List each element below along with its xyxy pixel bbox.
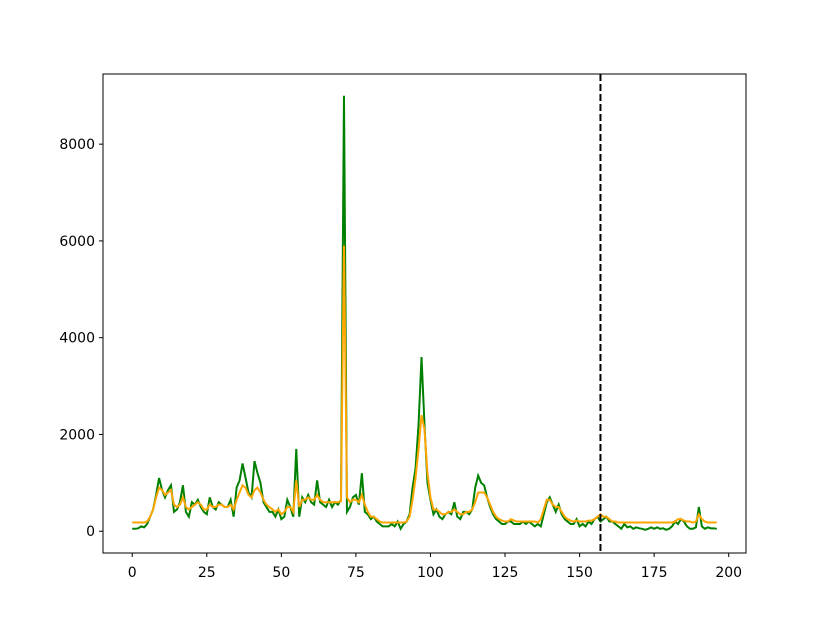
x-tick-label: 25 (198, 565, 216, 581)
y-tick-label: 0 (86, 524, 95, 540)
line-series (132, 245, 717, 524)
y-tick-label: 2000 (59, 427, 95, 443)
plot-frame (102, 73, 747, 554)
x-tick-label: 150 (566, 565, 593, 581)
line-series (132, 95, 717, 532)
x-tick-label: 125 (492, 565, 519, 581)
y-tick-label: 8000 (59, 137, 95, 153)
x-tick-label: 0 (128, 565, 137, 581)
x-tick-label: 50 (272, 565, 290, 581)
x-tick-label: 75 (347, 565, 365, 581)
x-tick-label: 100 (417, 565, 444, 581)
x-tick-label: 200 (715, 565, 742, 581)
y-tick-label: 6000 (59, 234, 95, 250)
y-tick-label: 4000 (59, 331, 95, 347)
x-tick-label: 175 (641, 565, 668, 581)
